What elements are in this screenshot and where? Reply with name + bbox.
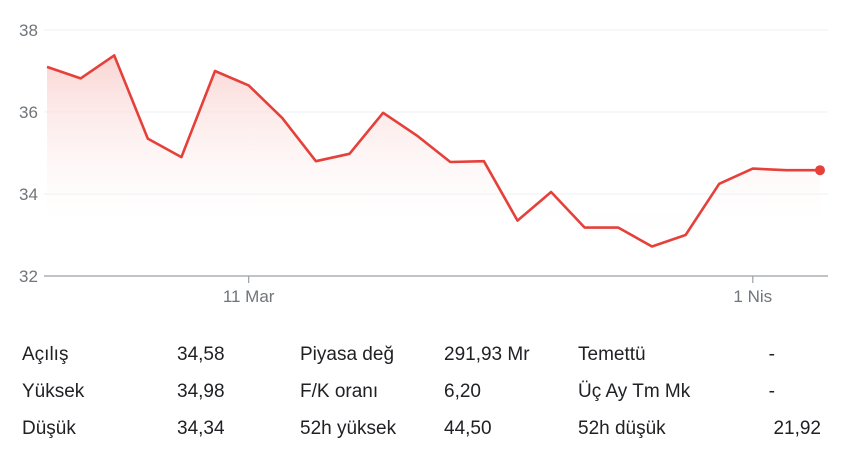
stat-value-high: 34,98 [177, 381, 225, 402]
stat-value-pe-ratio: 6,20 [444, 381, 481, 402]
y-tick-label: 38 [19, 21, 38, 40]
stat-label-pe-ratio: F/K oranı [300, 381, 379, 402]
x-tick-label: 11 Mar [223, 287, 275, 306]
y-axis-ticks: 32 34 36 38 [19, 21, 38, 286]
stat-value-open: 34,58 [177, 344, 225, 365]
stat-label-open: Açılış [22, 344, 69, 365]
stat-value-market-cap: 291,93 Mr [444, 344, 530, 365]
stat-value-low: 34,34 [177, 418, 225, 439]
stat-label-high: Yüksek [22, 381, 85, 402]
price-line-layer [46, 54, 825, 248]
stat-value-52w-high: 44,50 [444, 418, 492, 439]
stat-label-quarterly-div: Üç Ay Tm Mk [578, 381, 691, 402]
y-tick-label: 32 [19, 267, 38, 286]
stat-label-dividend: Temettü [578, 344, 646, 365]
stat-label-low: Düşük [22, 418, 76, 439]
price-area [47, 55, 820, 247]
stat-label-52w-low: 52h düşük [578, 418, 666, 439]
stat-value-dividend: - [768, 344, 775, 365]
stock-price-chart[interactable]: 32 34 36 38 11 Mar 1 Nis [0, 0, 847, 320]
y-tick-label: 34 [19, 185, 38, 204]
stats-table: Açılış 34,58 Yüksek 34,98 Düşük 34,34 Pi… [0, 334, 847, 454]
stat-value-52w-low: 21,92 [773, 418, 821, 439]
last-price-dot [815, 165, 825, 176]
x-tick-label: 1 Nis [733, 287, 772, 306]
y-tick-label: 36 [19, 103, 38, 122]
stat-label-market-cap: Piyasa değ [300, 344, 395, 365]
stat-value-quarterly-div: - [768, 381, 775, 402]
price-area-fill [47, 55, 820, 247]
price-line [46, 54, 820, 248]
x-axis-ticks: 11 Mar 1 Nis [223, 276, 772, 306]
stat-label-52w-high: 52h yüksek [300, 418, 397, 439]
